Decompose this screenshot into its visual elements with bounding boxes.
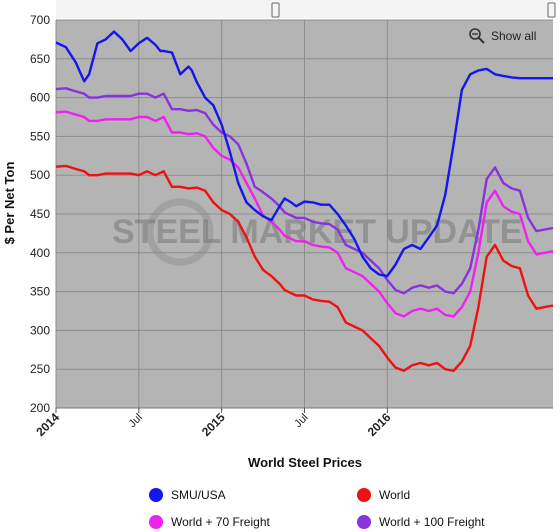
x-tick-label: 2015 xyxy=(199,410,228,439)
series-line-world xyxy=(55,164,554,372)
legend-item[interactable]: World xyxy=(357,488,410,502)
legend-item[interactable]: World + 70 Freight xyxy=(149,515,270,529)
y-tick-label: 300 xyxy=(30,323,50,337)
navigator-handle-right[interactable] xyxy=(547,2,556,18)
show-all-button[interactable]: Show all xyxy=(462,24,547,48)
series-line-world-70-freight xyxy=(55,110,554,318)
legend-label: World xyxy=(379,488,410,502)
legend-marker xyxy=(357,515,371,529)
show-all-label: Show all xyxy=(491,29,536,43)
legend-label: SMU/USA xyxy=(171,488,226,502)
navigator-bar xyxy=(56,0,553,18)
series-line-smu-usa xyxy=(55,30,553,278)
x-tick-label: Jul xyxy=(292,412,310,430)
y-tick-label: 550 xyxy=(30,129,50,143)
y-axis: 200 250 300 350 400 450 500 550 600 650 700 xyxy=(30,13,50,415)
zoom-out-icon xyxy=(469,28,481,40)
legend-marker xyxy=(357,488,371,502)
x-tick-label: 2016 xyxy=(365,410,394,439)
series-line-world-100-freight xyxy=(55,87,554,295)
x-tick-label: Jul xyxy=(127,412,145,430)
y-tick-label: 250 xyxy=(30,362,50,376)
y-tick-label: 650 xyxy=(30,52,50,66)
y-tick-label: 500 xyxy=(30,168,50,182)
series-lines xyxy=(55,30,554,372)
grid-lines xyxy=(55,19,553,409)
y-tick-label: 700 xyxy=(30,13,50,27)
legend-item[interactable]: SMU/USA xyxy=(149,488,226,502)
legend: SMU/USA World World + 70 Freight World + 10… xyxy=(149,488,485,529)
legend-marker xyxy=(149,515,163,529)
y-tick-label: 600 xyxy=(30,91,50,105)
y-tick-label: 350 xyxy=(30,285,50,299)
y-tick-label: 200 xyxy=(30,401,50,415)
legend-marker xyxy=(149,488,163,502)
y-axis-title: $ Per Net Ton xyxy=(2,162,17,245)
watermark-ring-icon xyxy=(146,198,214,266)
x-axis: 2014 Jul 2015 Jul 2016 xyxy=(33,408,394,439)
navigator-handle-left[interactable] xyxy=(271,2,280,18)
y-tick-label: 450 xyxy=(30,207,50,221)
legend-label: World + 100 Freight xyxy=(379,515,485,529)
x-axis-title: World Steel Prices xyxy=(248,455,362,470)
legend-label: World + 70 Freight xyxy=(171,515,270,529)
y-tick-label: 400 xyxy=(30,246,50,260)
legend-item[interactable]: World + 100 Freight xyxy=(357,515,485,529)
